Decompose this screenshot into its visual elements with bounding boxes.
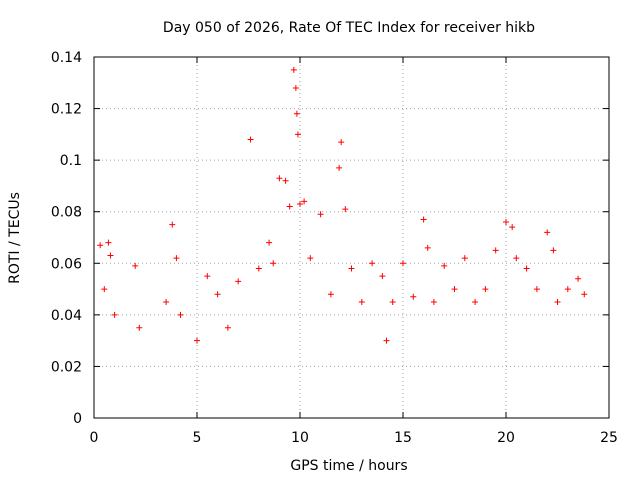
y-tick-label: 0 [73,411,82,427]
data-point [101,286,108,293]
data-point [400,260,406,267]
data-point [523,265,530,272]
data-point [379,273,386,280]
data-point [544,229,551,236]
data-point [286,203,293,210]
data-point [575,275,582,282]
data-point [317,211,324,218]
data-point [111,311,118,318]
data-point [194,337,200,344]
chart-title: Day 050 of 2026, Rate Of TEC Index for r… [163,20,535,36]
grid-lines [94,57,609,418]
data-points [97,66,588,344]
data-point [224,324,231,331]
data-point [369,260,376,267]
data-point [342,206,349,213]
data-point [420,216,427,223]
x-tick-label: 15 [394,430,412,446]
data-point [270,260,277,267]
plot-frame [93,56,610,419]
data-point [293,110,300,117]
data-point [482,286,489,293]
data-point [472,298,479,305]
data-point [163,298,170,305]
y-tick-label: 0.02 [51,359,82,375]
y-tick-label: 0.08 [51,205,82,221]
data-point [424,244,431,251]
x-tick-label: 20 [497,430,515,446]
data-point [204,273,211,280]
data-point [336,164,343,171]
data-point [301,198,308,205]
data-point [410,293,417,300]
data-point [105,239,112,246]
data-point [509,224,516,231]
data-point [266,239,273,246]
axis-ticks: 0 5 10 15 20 25 0 0.02 0.04 0.06 0.08 0.1 0.12 0.14 [51,50,618,446]
y-tick-label: 0.12 [51,102,82,118]
data-point [338,139,345,146]
data-point [276,175,283,182]
data-point [564,286,571,293]
x-tick-label: 25 [600,430,618,446]
data-point [255,265,262,272]
data-point [451,286,458,293]
data-point [294,131,301,138]
data-point [177,311,184,318]
data-point [581,291,588,298]
y-axis-label: ROTI / TECUs [7,192,23,284]
x-tick-label: 0 [90,430,99,446]
data-point [383,337,390,344]
data-point [327,291,334,298]
data-point [297,200,303,207]
data-point [358,298,365,305]
x-axis-label: GPS time / hours [290,458,407,474]
data-point [282,177,289,184]
y-tick-label: 0.04 [51,308,82,324]
data-point [290,66,297,73]
data-point [173,255,180,262]
x-tick-label: 5 [193,430,202,446]
data-point [292,84,299,91]
data-point [533,286,540,293]
data-point [389,298,396,305]
y-tick-label: 0.1 [60,153,82,169]
data-point [169,221,176,228]
data-point [136,324,143,331]
data-point [247,136,254,143]
data-point [235,278,242,285]
data-point [513,255,520,262]
data-point [492,247,499,254]
y-tick-label: 0.14 [51,50,82,66]
x-tick-label: 10 [291,430,309,446]
y-tick-label: 0.06 [51,256,82,272]
data-point [430,298,437,305]
data-point [550,247,557,254]
data-point [503,219,509,226]
data-point [214,291,221,298]
data-point [97,242,104,249]
data-point [554,298,561,305]
data-point [107,252,114,259]
data-point [461,255,468,262]
data-point [348,265,355,272]
data-point [132,262,139,269]
data-point [307,255,314,262]
data-point [441,262,448,269]
